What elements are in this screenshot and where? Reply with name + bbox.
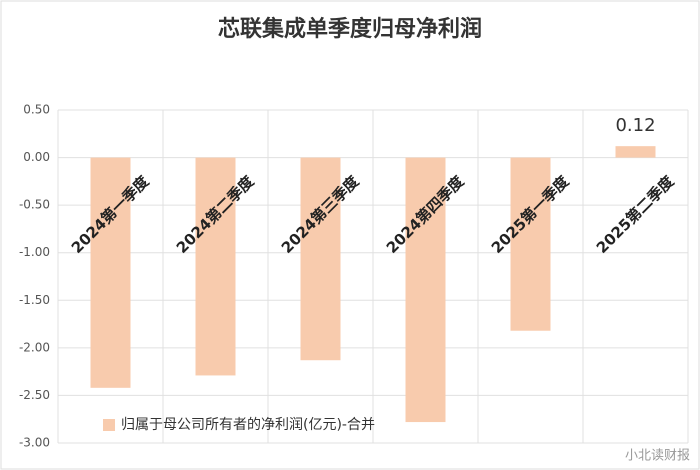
y-tick-label: -3.00 xyxy=(19,436,50,450)
bar xyxy=(615,146,656,158)
y-tick-label: -1.00 xyxy=(19,245,50,259)
y-tick-label: -1.50 xyxy=(19,293,50,307)
bar xyxy=(195,157,236,376)
y-tick-label: 0.50 xyxy=(23,103,50,117)
watermark: 小北读财报 xyxy=(625,449,690,464)
bar xyxy=(405,157,446,423)
y-tick-label: 0.00 xyxy=(23,150,50,164)
chart-title: 芯联集成单季度归母净利润 xyxy=(218,16,482,42)
y-tick-label: -2.00 xyxy=(19,340,50,354)
bar xyxy=(90,157,131,388)
legend-label: 归属于母公司所有者的净利润(亿元)-合并 xyxy=(121,416,375,433)
y-tick-label: -0.50 xyxy=(19,198,50,212)
y-tick-label: -2.50 xyxy=(19,388,50,402)
value-label: 0.12 xyxy=(615,115,655,136)
bar xyxy=(510,157,551,331)
bar xyxy=(300,157,341,361)
legend-swatch xyxy=(103,419,115,431)
